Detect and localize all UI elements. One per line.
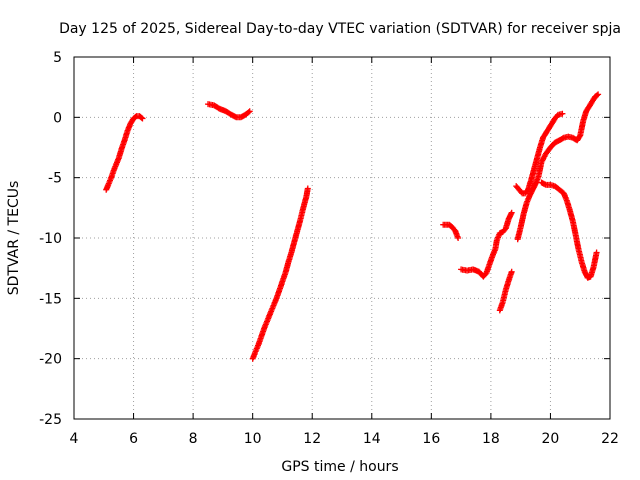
data-point xyxy=(138,114,145,121)
data-point xyxy=(304,185,311,192)
data-point xyxy=(594,92,601,99)
y-tick-label: 0 xyxy=(53,110,62,126)
data-point xyxy=(139,115,146,122)
x-axis-label: GPS time / hours xyxy=(281,459,398,475)
x-tick-label: 8 xyxy=(189,431,198,447)
y-tick-label: -10 xyxy=(39,231,62,247)
x-tick-label: 12 xyxy=(303,431,321,447)
data-point xyxy=(508,268,515,275)
x-tick-label: 14 xyxy=(363,431,381,447)
x-tick-label: 10 xyxy=(244,431,262,447)
y-tick-label: -25 xyxy=(39,412,62,428)
y-tick-labels: -25 -20 -15 -10 -5 0 5 xyxy=(39,50,62,428)
x-tick-label: 6 xyxy=(129,431,138,447)
y-axis-label: SDTVAR / TECUs xyxy=(6,181,22,296)
grid xyxy=(74,57,610,419)
ticks xyxy=(73,56,611,420)
chart-title: Day 125 of 2025, Sidereal Day-to-day VTE… xyxy=(59,21,621,37)
y-tick-label: -5 xyxy=(48,171,62,187)
x-tick-label: 16 xyxy=(422,431,440,447)
x-tick-label: 20 xyxy=(542,431,560,447)
data-point xyxy=(455,235,462,241)
x-tick-labels: 4 6 8 10 12 14 16 18 20 22 xyxy=(70,431,619,447)
data-point xyxy=(508,209,515,216)
x-tick-label: 4 xyxy=(70,431,79,447)
y-tick-label: 5 xyxy=(53,50,62,66)
data-point xyxy=(246,108,253,115)
data-point xyxy=(245,109,252,116)
data-point xyxy=(595,91,602,98)
data-marks xyxy=(103,91,602,362)
y-tick-label: -15 xyxy=(39,291,62,307)
data-point xyxy=(559,110,566,117)
y-tick-label: -20 xyxy=(39,352,62,368)
data-point xyxy=(593,249,600,256)
x-tick-label: 22 xyxy=(601,431,619,447)
x-tick-label: 18 xyxy=(482,431,500,447)
